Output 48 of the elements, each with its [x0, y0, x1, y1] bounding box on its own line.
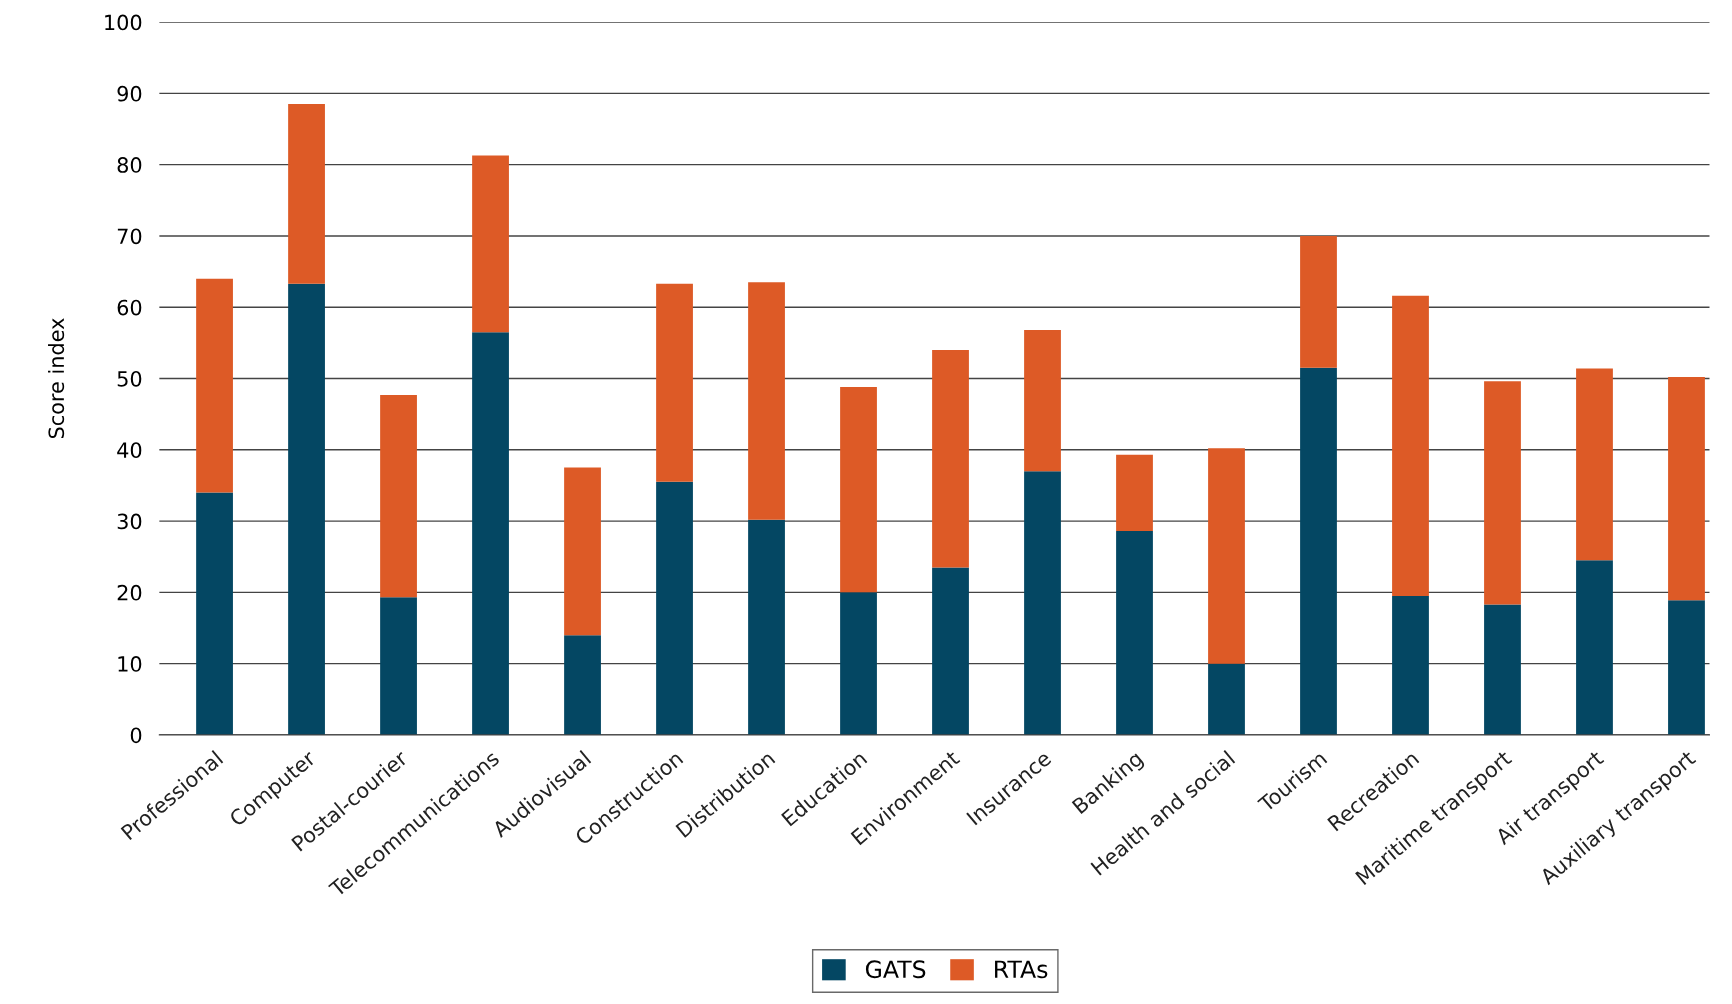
- bar: [932, 349, 969, 568]
- bar: [1024, 471, 1061, 735]
- bar: [748, 282, 785, 520]
- y-tick-label: 20: [117, 584, 142, 601]
- bar: [1116, 454, 1153, 532]
- bar: [1484, 381, 1521, 605]
- bar: [564, 467, 601, 636]
- legend-label: GATS: [865, 960, 926, 979]
- bar: [840, 387, 877, 593]
- y-tick-label: 80: [117, 157, 142, 173]
- bar: [1668, 600, 1705, 735]
- bar: [1484, 604, 1521, 735]
- bar: [472, 155, 509, 333]
- bar: [932, 567, 969, 735]
- bar: [1392, 595, 1429, 735]
- y-tick-label: 10: [118, 656, 142, 672]
- bar: [564, 635, 601, 735]
- y-axis-title: Score index: [48, 318, 65, 439]
- bar: [1116, 531, 1153, 735]
- bar: [380, 394, 417, 598]
- bar: [196, 492, 233, 735]
- y-tick-label: 0: [130, 727, 142, 744]
- y-tick-label: 40: [117, 442, 142, 458]
- y-tick-label: 60: [117, 299, 142, 316]
- bar: [1208, 663, 1245, 735]
- bar: [748, 519, 785, 735]
- y-tick-label: 70: [117, 228, 142, 245]
- bar: [1024, 330, 1061, 472]
- bar: [1392, 295, 1429, 596]
- bar: [1208, 448, 1245, 664]
- bar: [656, 283, 693, 482]
- y-tick-label: 100: [105, 14, 142, 31]
- bar: [840, 592, 877, 735]
- bar: [288, 104, 325, 284]
- y-tick-label: 50: [117, 370, 142, 387]
- bar: [1300, 367, 1337, 735]
- bar: [1576, 560, 1613, 735]
- bar: [472, 332, 509, 735]
- y-tick-label: 90: [117, 85, 142, 102]
- y-tick-label: 30: [117, 513, 142, 530]
- legend-label: RTAs: [995, 960, 1048, 979]
- bar: [656, 481, 693, 735]
- bar: [1576, 368, 1613, 561]
- bar: [288, 283, 325, 735]
- bar: [1668, 377, 1705, 601]
- bar: [380, 597, 417, 735]
- bar: [196, 278, 233, 493]
- bar: [1300, 235, 1337, 368]
